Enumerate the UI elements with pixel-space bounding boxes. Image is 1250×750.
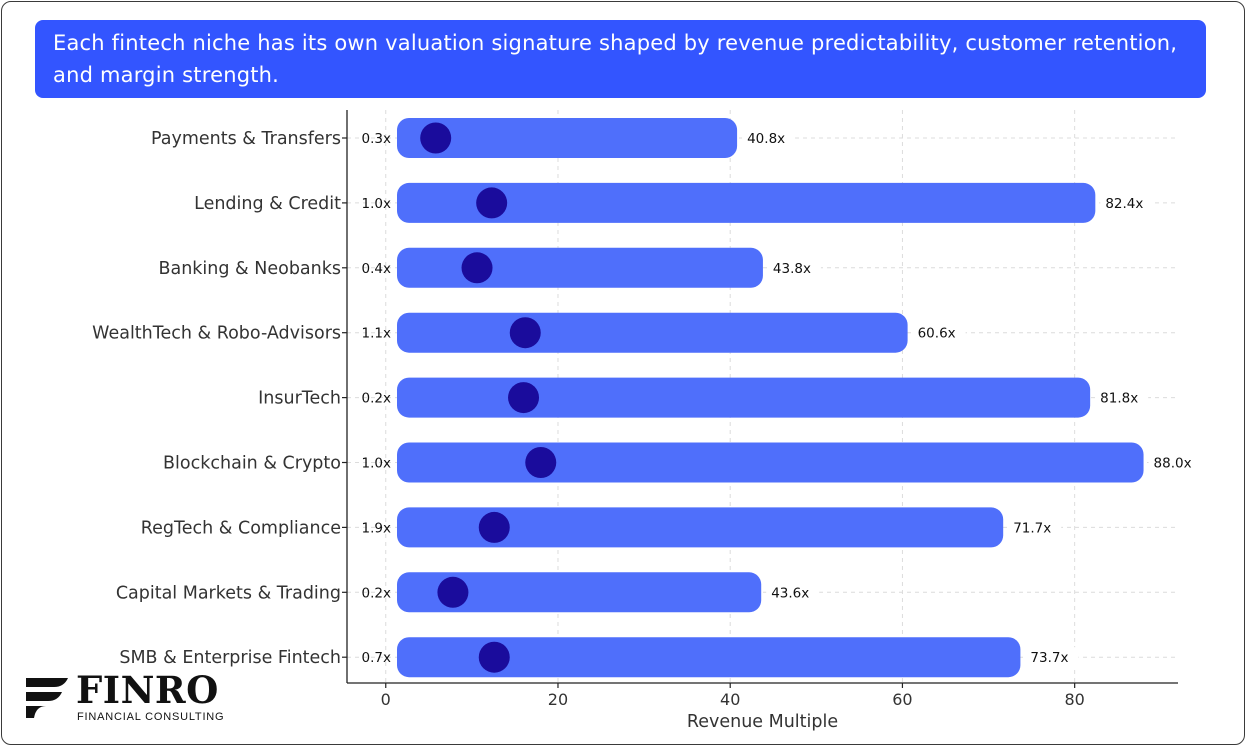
max-value-label: 43.8x	[773, 261, 811, 277]
min-value-label: 0.2x	[362, 585, 391, 601]
max-value-label: 43.6x	[771, 585, 809, 601]
headline-banner: Each fintech niche has its own valuation…	[35, 20, 1206, 98]
range-bar	[397, 377, 1091, 418]
min-value-label: 1.0x	[362, 456, 391, 472]
category-label: InsurTech	[258, 389, 341, 409]
category-label: WealthTech & Robo-Advisors	[92, 324, 341, 344]
x-tick-label: 0	[381, 690, 391, 709]
median-marker	[437, 576, 469, 608]
max-label-background	[1025, 647, 1079, 668]
category-label: Banking & Neobanks	[158, 259, 341, 279]
max-label-background	[1148, 452, 1202, 473]
max-value-label: 81.8x	[1100, 391, 1138, 407]
max-label-background	[766, 582, 820, 603]
range-bar	[397, 572, 762, 613]
bars-layer	[397, 118, 1144, 678]
max-value-label: 60.6x	[918, 326, 956, 342]
median-marker	[476, 187, 508, 219]
category-label: Capital Markets & Trading	[116, 583, 341, 603]
finro-logo-mark-icon	[26, 678, 68, 718]
range-bar	[397, 118, 738, 158]
x-tick-label: 60	[892, 690, 912, 709]
max-label-background	[1008, 517, 1062, 538]
min-value-label: 0.3x	[362, 131, 391, 147]
min-value-label: 0.4x	[362, 261, 391, 277]
median-marker	[461, 252, 493, 284]
x-tick-label: 20	[548, 690, 568, 709]
range-bar	[397, 312, 908, 353]
range-bar	[397, 182, 1096, 223]
headline-text: Each fintech niche has its own valuation…	[53, 31, 1178, 87]
category-label: SMB & Enterprise Fintech	[119, 648, 341, 668]
category-label: Lending & Credit	[194, 194, 341, 214]
max-value-label: 40.8x	[747, 131, 785, 147]
max-label-background	[742, 128, 796, 148]
median-marker	[509, 317, 541, 349]
median-marker	[478, 641, 510, 673]
finro-logo: FINRO FINANCIAL CONSULTING	[24, 668, 234, 728]
max-value-label: 73.7x	[1030, 650, 1068, 666]
min-value-label: 0.2x	[362, 391, 391, 407]
category-label: Blockchain & Crypto	[163, 454, 341, 474]
brand-name: FINRO	[76, 668, 219, 712]
median-marker	[478, 511, 510, 543]
min-value-label: 0.7x	[362, 650, 391, 666]
brand-tagline: FINANCIAL CONSULTING	[77, 711, 225, 723]
median-marker	[525, 447, 557, 478]
min-value-label: 1.9x	[362, 520, 391, 536]
max-label-background	[1095, 387, 1149, 408]
range-bar	[397, 507, 1004, 548]
range-bar	[397, 247, 763, 288]
max-value-label: 82.4x	[1105, 196, 1143, 212]
min-value-label: 1.1x	[362, 326, 391, 342]
median-marker	[420, 122, 452, 154]
max-label-background	[912, 322, 966, 343]
min-value-label: 1.0x	[362, 196, 391, 212]
x-tick-label: 80	[1064, 690, 1084, 709]
max-value-label: 88.0x	[1154, 456, 1192, 472]
max-label-background	[767, 257, 821, 278]
x-axis-title: Revenue Multiple	[687, 712, 838, 732]
x-tick-label: 40	[720, 690, 740, 709]
labels-layer: Payments & Transfers 0.3x 40.8x Lending & C…	[92, 128, 1202, 668]
range-bar	[397, 442, 1144, 483]
max-value-label: 71.7x	[1013, 520, 1051, 536]
median-marker	[508, 382, 540, 414]
range-bar	[397, 637, 1021, 678]
max-label-background	[1100, 192, 1154, 213]
category-label: Payments & Transfers	[151, 129, 341, 149]
category-label: RegTech & Compliance	[141, 518, 341, 538]
axes-layer: 0 20 40 60 80 Revenue Multiple	[342, 110, 1178, 732]
